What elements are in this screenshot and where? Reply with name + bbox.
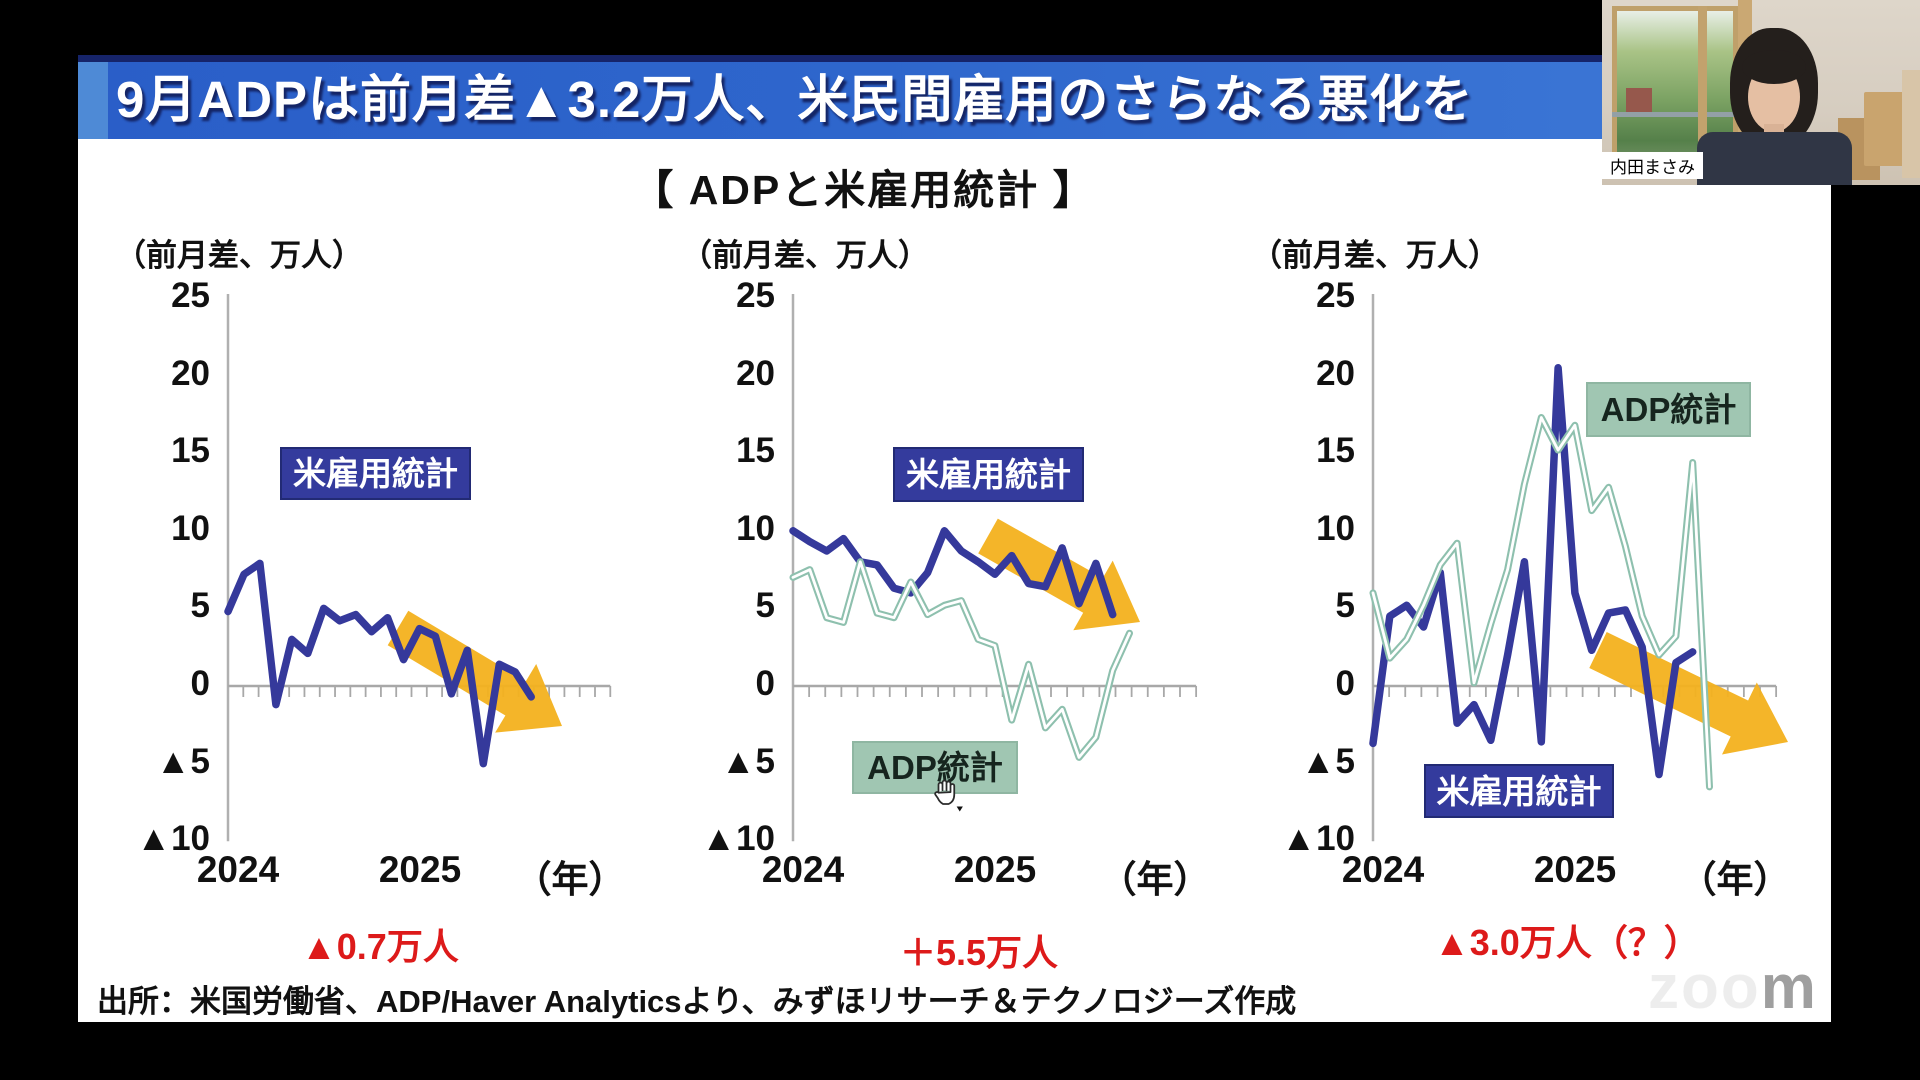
y-tick-label: 20 bbox=[1316, 354, 1355, 393]
x-year-label: 2024 bbox=[196, 849, 280, 890]
webcam-video[interactable]: 内田まさみ bbox=[1602, 0, 1920, 185]
speaker-shirt bbox=[1697, 132, 1852, 185]
y-tick-label: 20 bbox=[171, 354, 210, 393]
zoom-watermark-strong: m bbox=[1760, 953, 1818, 1022]
x-year-label: 2025 bbox=[1533, 849, 1617, 890]
x-year-label: 2024 bbox=[761, 849, 845, 890]
y-tick-label: ▲5 bbox=[720, 742, 775, 781]
speaker-bangs bbox=[1742, 50, 1806, 84]
x-axis-unit: （年） bbox=[1679, 859, 1791, 900]
headline-title: 9月ADPは前月差▲3.2万人、米民間雇用のさらなる悪化を bbox=[116, 71, 1474, 128]
chart1-payroll-label: 米雇用統計 bbox=[280, 447, 471, 500]
y-tick-label: ▲5 bbox=[1300, 742, 1355, 781]
source-note: 出所：米国労働省、ADP/Haver Analyticsより、みずほリサーチ＆テ… bbox=[97, 984, 1297, 1019]
y-tick-label: 25 bbox=[1316, 276, 1355, 315]
y-tick-label: 15 bbox=[1316, 431, 1355, 470]
chart3-payroll-label: 米雇用統計 bbox=[1424, 764, 1614, 818]
y-tick-label: 5 bbox=[190, 586, 210, 625]
hand-cursor-icon bbox=[934, 779, 963, 812]
y-tick-label: 15 bbox=[171, 431, 210, 470]
y-tick-label: ▲10 bbox=[1281, 819, 1355, 858]
unit-label-chart2: （前月差、万人） bbox=[681, 238, 929, 273]
distant-building bbox=[1626, 88, 1652, 114]
zoom-watermark: zoom bbox=[1648, 952, 1818, 1023]
chart3-latest-value: ▲3.0万人（？） bbox=[1434, 922, 1700, 963]
x-year-label: 2025 bbox=[953, 849, 1037, 890]
chart2-payroll-label: 米雇用統計 bbox=[893, 447, 1084, 502]
balcony-railing bbox=[1612, 112, 1738, 117]
participant-name-tag: 内田まさみ bbox=[1602, 152, 1703, 179]
x-year-label: 2024 bbox=[1341, 849, 1425, 890]
chart1-latest-value: ▲0.7万人 bbox=[301, 926, 459, 967]
y-tick-label: 5 bbox=[1335, 586, 1355, 625]
y-tick-label: 20 bbox=[736, 354, 775, 393]
y-tick-label: ▲5 bbox=[155, 742, 210, 781]
kitchen-counter bbox=[1902, 70, 1920, 178]
window-frame bbox=[1698, 6, 1707, 178]
y-tick-label: ▲10 bbox=[701, 819, 775, 858]
x-axis-unit: （年） bbox=[1099, 859, 1211, 900]
slide-heading: 【 ADPと米雇用統計 】 bbox=[632, 167, 1096, 213]
zoom-watermark-faint: zoo bbox=[1648, 953, 1761, 1022]
y-tick-label: 10 bbox=[1316, 509, 1355, 548]
y-tick-label: 25 bbox=[171, 276, 210, 315]
x-year-label: 2025 bbox=[378, 849, 462, 890]
y-tick-label: 0 bbox=[190, 664, 210, 703]
y-tick-label: 5 bbox=[755, 586, 775, 625]
x-axis-unit: （年） bbox=[514, 859, 626, 900]
y-tick-label: 10 bbox=[171, 509, 210, 548]
unit-label-chart3: （前月差、万人） bbox=[1251, 238, 1499, 273]
y-tick-label: 25 bbox=[736, 276, 775, 315]
chart2-latest-value: ＋5.5万人 bbox=[899, 932, 1059, 973]
y-tick-label: 10 bbox=[736, 509, 775, 548]
y-tick-label: 15 bbox=[736, 431, 775, 470]
chart3-adp-label: ADP統計 bbox=[1586, 382, 1751, 437]
y-tick-label: 0 bbox=[1335, 664, 1355, 703]
y-tick-label: 0 bbox=[755, 664, 775, 703]
y-tick-label: ▲10 bbox=[136, 819, 210, 858]
unit-label-chart1: （前月差、万人） bbox=[115, 238, 363, 273]
headline-banner: 9月ADPは前月差▲3.2万人、米民間雇用のさらなる悪化を bbox=[78, 55, 1831, 139]
